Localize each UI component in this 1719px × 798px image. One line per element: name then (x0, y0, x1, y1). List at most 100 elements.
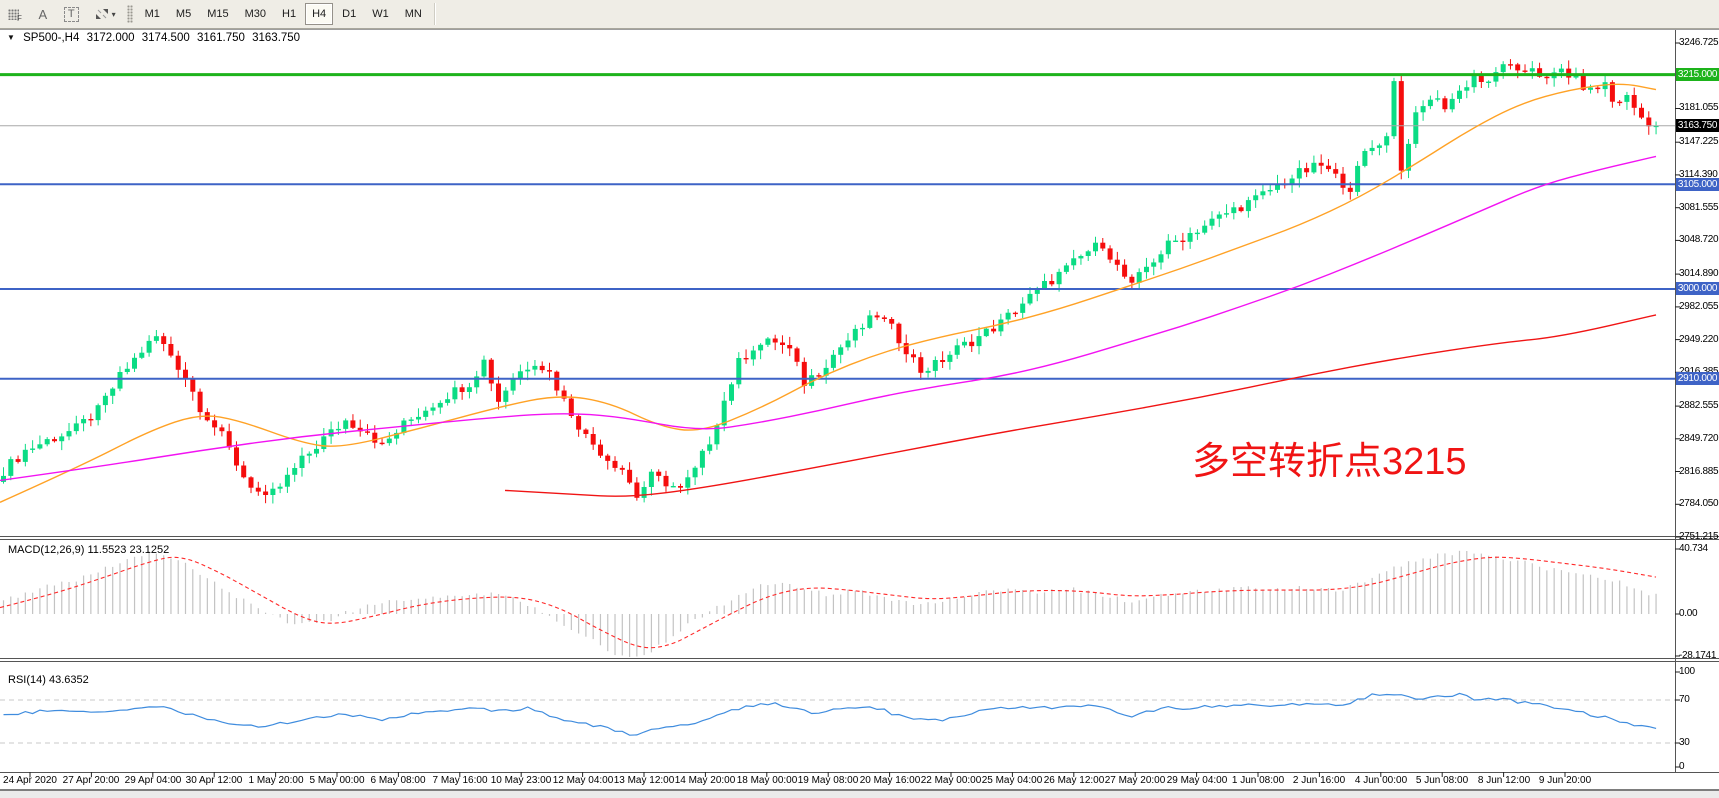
candle-body (488, 359, 494, 384)
horizontal-scrollbar[interactable] (0, 790, 1719, 798)
candle-body (459, 387, 465, 392)
macd-tick-label: 0.00 (1679, 608, 1698, 619)
candle-body (1202, 225, 1208, 233)
candle-body (656, 471, 662, 476)
text-label-tool-button[interactable]: A (31, 3, 55, 25)
candle-body (314, 448, 319, 454)
candle-body (1508, 64, 1513, 66)
candle-body (532, 365, 538, 370)
timeframe-button-m30[interactable]: M30 (238, 3, 273, 25)
price-tick-label: 2949.220 (1679, 334, 1719, 345)
candle-body (852, 328, 858, 341)
collapse-triangle-icon[interactable]: ▼ (7, 33, 15, 42)
price-tick-label: 2751.215 (1679, 531, 1719, 542)
candle-body (1376, 145, 1382, 148)
candle-body (270, 488, 276, 495)
candle-body (139, 352, 145, 358)
timeframe-button-m5[interactable]: M5 (169, 3, 198, 25)
arrow-tools-button[interactable]: ▾ (88, 3, 123, 25)
candle-body (1326, 165, 1331, 170)
candle-body (95, 405, 101, 421)
candle-body (394, 432, 400, 439)
candle-body (1231, 207, 1237, 214)
candle-body (1129, 276, 1135, 283)
candle-body (1165, 240, 1171, 255)
timeframe-button-m1[interactable]: M1 (138, 3, 167, 25)
candle-body (357, 427, 363, 432)
candle-body (292, 468, 298, 475)
toolbar-grip[interactable] (126, 5, 133, 23)
timeframe-button-h1[interactable]: H1 (275, 3, 303, 25)
candle-body (241, 465, 247, 478)
candle-body (226, 431, 232, 448)
candle-body (335, 428, 341, 431)
candle-body (1136, 272, 1142, 283)
high-price: 3174.500 (141, 32, 190, 44)
candle-body (1449, 98, 1455, 110)
candle-body (1333, 169, 1339, 174)
open-price: 3172.000 (86, 32, 135, 44)
f-indicator-grid-button[interactable]: F (1, 3, 29, 25)
candle-body (940, 360, 946, 362)
chart-text-annotation[interactable]: 多空转折点3215 (1192, 441, 1467, 483)
candle-body (809, 375, 815, 386)
candle-body (1187, 233, 1193, 242)
candle-body (561, 390, 567, 399)
text-box-tool-button[interactable]: T (57, 3, 86, 25)
candle-body (729, 384, 734, 401)
timeframe-button-m15[interactable]: M15 (200, 3, 235, 25)
time-axis-label: 29 May 04:00 (1166, 775, 1228, 786)
candle-body (445, 399, 451, 403)
time-axis-label: 24 Apr 2020 (3, 775, 57, 786)
candle-body (962, 341, 967, 346)
candle-body (1114, 259, 1120, 265)
candle-body (132, 357, 137, 369)
candle-body (692, 467, 698, 478)
candle-body (510, 378, 516, 391)
candle-body (845, 340, 851, 348)
price-tick-label: 2882.555 (1679, 400, 1719, 411)
timeframe-button-group: M1 M5 M15 M30 H1 H4 D1 W1 MN (137, 3, 430, 25)
timeframe-button-mn[interactable]: MN (398, 3, 429, 25)
candle-body (1034, 288, 1040, 294)
candle-body (1435, 98, 1441, 100)
candle-body (1194, 232, 1200, 235)
candle-body (1304, 168, 1310, 173)
candle-body (1471, 75, 1477, 88)
letter-a-icon: A (38, 6, 48, 22)
candle-body (1027, 293, 1033, 304)
candle-body (1355, 165, 1361, 192)
candle-body (765, 338, 771, 345)
timeframe-button-w1[interactable]: W1 (365, 3, 396, 25)
candle-body (1267, 190, 1273, 192)
price-level-badge: 3105.000 (1676, 178, 1719, 191)
candle-body (117, 372, 123, 389)
candle-body (466, 387, 472, 392)
price-level-badge: 3000.000 (1676, 282, 1719, 295)
time-axis-label: 20 May 16:00 (859, 775, 921, 786)
candle-body (110, 388, 116, 396)
candle-body (481, 359, 487, 377)
arrows-icon (95, 9, 108, 19)
candle-body (1012, 312, 1018, 315)
chevron-down-icon: ▾ (111, 9, 116, 19)
timeframe-button-d1[interactable]: D1 (335, 3, 363, 25)
candle-body (1500, 64, 1506, 73)
candle-body (1646, 117, 1652, 127)
candle-body (452, 387, 458, 400)
timeframe-button-h4[interactable]: H4 (305, 3, 334, 25)
candle-body (1144, 266, 1149, 273)
rsi-tick-label: 100 (1679, 666, 1695, 677)
candle-body (750, 350, 756, 360)
candle-body (998, 319, 1004, 332)
candle-body (1122, 264, 1128, 277)
candle-body (881, 317, 887, 319)
candle-body (1238, 207, 1244, 212)
candle-body (641, 487, 647, 498)
candle-body (1595, 87, 1601, 90)
candle-body (1442, 98, 1448, 110)
candle-body (969, 341, 975, 347)
candle-body (1413, 112, 1419, 144)
candle-body (350, 420, 356, 428)
